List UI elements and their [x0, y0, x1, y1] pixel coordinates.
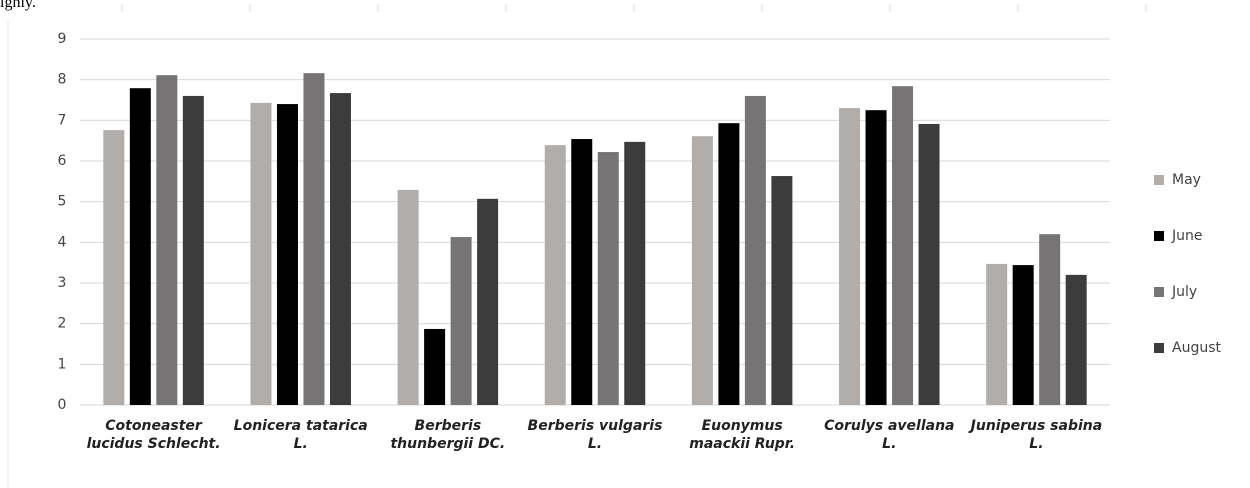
legend-swatch [1154, 231, 1164, 241]
bar [892, 86, 914, 405]
bar [624, 141, 646, 406]
y-tick-label: 3 [58, 275, 67, 291]
bar [597, 152, 619, 405]
bar [691, 136, 713, 405]
y-tick-label: 5 [58, 194, 67, 210]
y-tick-label: 9 [58, 31, 67, 47]
bar [1039, 234, 1061, 405]
x-tick-label: Corulys avellana L. [824, 418, 955, 452]
bar [424, 328, 446, 405]
bar [103, 130, 125, 406]
legend-label: July [1171, 284, 1197, 300]
x-tick-label: Berberis vulgaris L. [527, 418, 663, 452]
legend-label: August [1172, 340, 1222, 356]
bar [1012, 265, 1034, 405]
bar [771, 176, 793, 405]
x-tick-label: Euonymus maackii Rupr. [689, 418, 796, 452]
bar [718, 123, 740, 406]
bar [397, 189, 419, 405]
bar [250, 102, 272, 405]
legend-label: June [1171, 228, 1203, 244]
bar [918, 123, 940, 405]
y-tick-label: 1 [58, 356, 67, 372]
bar [865, 110, 887, 406]
bar [156, 75, 178, 406]
bar [276, 104, 298, 406]
bar [329, 93, 351, 405]
bar [477, 198, 499, 405]
x-tick-label: Juniperus sabina L. [970, 418, 1103, 452]
bar [450, 237, 472, 405]
x-tick-label: Cotoneaster lucidus Schlecht. [86, 418, 221, 452]
y-tick-label: 0 [58, 397, 67, 413]
x-tick-label: Lonicera tatarica L. [233, 418, 368, 452]
legend-swatch [1154, 175, 1164, 185]
y-tick-label: 6 [58, 153, 67, 169]
legend-swatch [1154, 287, 1164, 297]
bar [571, 139, 593, 406]
text-fragment: ighly. [0, 0, 36, 11]
bar [1065, 274, 1087, 405]
y-tick-label: 4 [58, 234, 67, 250]
bar [544, 145, 566, 405]
bar [129, 88, 151, 405]
bar [986, 263, 1008, 405]
bar [839, 108, 861, 405]
y-tick-label: 7 [58, 112, 67, 128]
bar [744, 95, 766, 405]
legend-swatch [1154, 343, 1164, 353]
bar [303, 73, 325, 405]
x-tick-label: Berberis thunbergii DC. [390, 418, 506, 452]
bar [182, 95, 204, 405]
y-tick-label: 2 [58, 316, 67, 332]
y-tick-label: 8 [58, 72, 67, 88]
legend-label: May [1172, 172, 1201, 188]
